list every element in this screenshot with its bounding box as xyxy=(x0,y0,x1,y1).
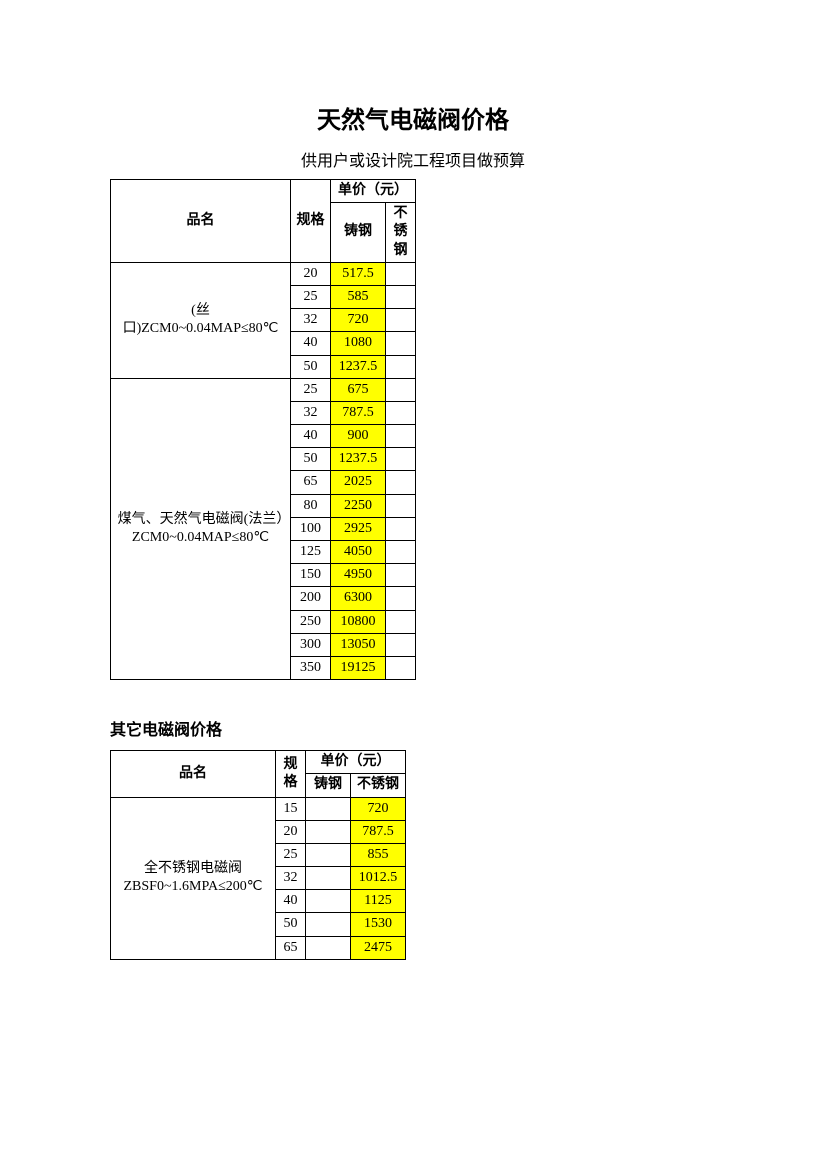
cell-spec: 25 xyxy=(291,285,331,308)
cell-stainless xyxy=(386,378,416,401)
cell-spec: 25 xyxy=(291,378,331,401)
cell-cast-steel: 4050 xyxy=(331,541,386,564)
cell-spec: 65 xyxy=(276,936,306,959)
cell-stainless xyxy=(386,471,416,494)
cell-stainless: 1125 xyxy=(351,890,406,913)
cell-stainless: 1012.5 xyxy=(351,867,406,890)
cell-spec: 15 xyxy=(276,797,306,820)
cell-cast-steel: 1237.5 xyxy=(331,448,386,471)
cell-cast-steel: 675 xyxy=(331,378,386,401)
cell-cast-steel: 787.5 xyxy=(331,401,386,424)
cell-stainless xyxy=(386,517,416,540)
cell-cast-steel xyxy=(306,820,351,843)
cell-spec: 50 xyxy=(291,448,331,471)
cell-spec: 300 xyxy=(291,633,331,656)
th-name: 品名 xyxy=(111,751,276,797)
cell-spec: 125 xyxy=(291,541,331,564)
cell-cast-steel: 6300 xyxy=(331,587,386,610)
th-price-group: 单价（元） xyxy=(331,180,416,203)
cell-spec: 50 xyxy=(291,355,331,378)
page-subtitle: 供用户或设计院工程项目做预算 xyxy=(110,147,716,171)
cell-cast-steel: 2250 xyxy=(331,494,386,517)
cell-cast-steel: 19125 xyxy=(331,656,386,679)
table-row: (丝口)ZCM0~0.04MAP≤80℃20517.5 xyxy=(111,262,416,285)
cell-cast-steel xyxy=(306,843,351,866)
cell-stainless xyxy=(386,262,416,285)
cell-cast-steel: 13050 xyxy=(331,633,386,656)
cell-spec: 20 xyxy=(276,820,306,843)
cell-cast-steel: 10800 xyxy=(331,610,386,633)
cell-spec: 40 xyxy=(291,425,331,448)
cell-spec: 25 xyxy=(276,843,306,866)
cell-stainless xyxy=(386,285,416,308)
th-spec: 规格 xyxy=(276,751,306,797)
cell-cast-steel xyxy=(306,797,351,820)
cell-cast-steel xyxy=(306,867,351,890)
cell-stainless xyxy=(386,425,416,448)
cell-cast-steel: 720 xyxy=(331,309,386,332)
cell-cast-steel xyxy=(306,913,351,936)
cell-stainless xyxy=(386,564,416,587)
cell-spec: 100 xyxy=(291,517,331,540)
cell-stainless: 720 xyxy=(351,797,406,820)
cell-stainless xyxy=(386,448,416,471)
th-stainless: 不锈钢 xyxy=(386,203,416,263)
cell-stainless xyxy=(386,610,416,633)
cell-stainless xyxy=(386,494,416,517)
cell-cast-steel: 2025 xyxy=(331,471,386,494)
th-cast-steel: 铸钢 xyxy=(306,774,351,797)
cell-spec: 32 xyxy=(291,401,331,424)
cell-spec: 350 xyxy=(291,656,331,679)
cell-spec: 200 xyxy=(291,587,331,610)
th-cast-steel: 铸钢 xyxy=(331,203,386,263)
cell-cast-steel: 1237.5 xyxy=(331,355,386,378)
cell-stainless: 855 xyxy=(351,843,406,866)
cell-spec: 250 xyxy=(291,610,331,633)
cell-stainless: 2475 xyxy=(351,936,406,959)
table-row: 煤气、天然气电磁阀(法兰）ZCM0~0.04MAP≤80℃25675 xyxy=(111,378,416,401)
cell-stainless xyxy=(386,541,416,564)
cell-cast-steel xyxy=(306,890,351,913)
cell-cast-steel: 2925 xyxy=(331,517,386,540)
cell-spec: 40 xyxy=(291,332,331,355)
cell-product-name: (丝口)ZCM0~0.04MAP≤80℃ xyxy=(111,262,291,378)
cell-spec: 50 xyxy=(276,913,306,936)
cell-cast-steel: 1080 xyxy=(331,332,386,355)
cell-cast-steel: 4950 xyxy=(331,564,386,587)
table-row: 全不锈钢电磁阀ZBSF0~1.6MPA≤200℃15720 xyxy=(111,797,406,820)
cell-spec: 65 xyxy=(291,471,331,494)
cell-spec: 32 xyxy=(291,309,331,332)
cell-stainless xyxy=(386,355,416,378)
cell-stainless xyxy=(386,633,416,656)
price-table-2: 品名 规格 单价（元） 铸钢 不锈钢 全不锈钢电磁阀ZBSF0~1.6MPA≤2… xyxy=(110,750,406,960)
cell-spec: 32 xyxy=(276,867,306,890)
cell-product-name: 全不锈钢电磁阀ZBSF0~1.6MPA≤200℃ xyxy=(111,797,276,959)
cell-stainless: 787.5 xyxy=(351,820,406,843)
cell-cast-steel: 900 xyxy=(331,425,386,448)
cell-stainless xyxy=(386,332,416,355)
cell-spec: 20 xyxy=(291,262,331,285)
cell-cast-steel: 517.5 xyxy=(331,262,386,285)
cell-product-name: 煤气、天然气电磁阀(法兰）ZCM0~0.04MAP≤80℃ xyxy=(111,378,291,679)
page-title: 天然气电磁阀价格 xyxy=(110,100,716,135)
cell-spec: 40 xyxy=(276,890,306,913)
th-stainless: 不锈钢 xyxy=(351,774,406,797)
cell-spec: 150 xyxy=(291,564,331,587)
th-name: 品名 xyxy=(111,180,291,263)
cell-stainless: 1530 xyxy=(351,913,406,936)
section-2-title: 其它电磁阀价格 xyxy=(110,716,716,740)
cell-stainless xyxy=(386,587,416,610)
cell-cast-steel: 585 xyxy=(331,285,386,308)
th-price-group: 单价（元） xyxy=(306,751,406,774)
cell-stainless xyxy=(386,401,416,424)
cell-cast-steel xyxy=(306,936,351,959)
th-spec: 规格 xyxy=(291,180,331,263)
cell-stainless xyxy=(386,656,416,679)
cell-spec: 80 xyxy=(291,494,331,517)
price-table-1: 品名 规格 单价（元） 铸钢 不锈钢 (丝口)ZCM0~0.04MAP≤80℃2… xyxy=(110,179,416,680)
cell-stainless xyxy=(386,309,416,332)
